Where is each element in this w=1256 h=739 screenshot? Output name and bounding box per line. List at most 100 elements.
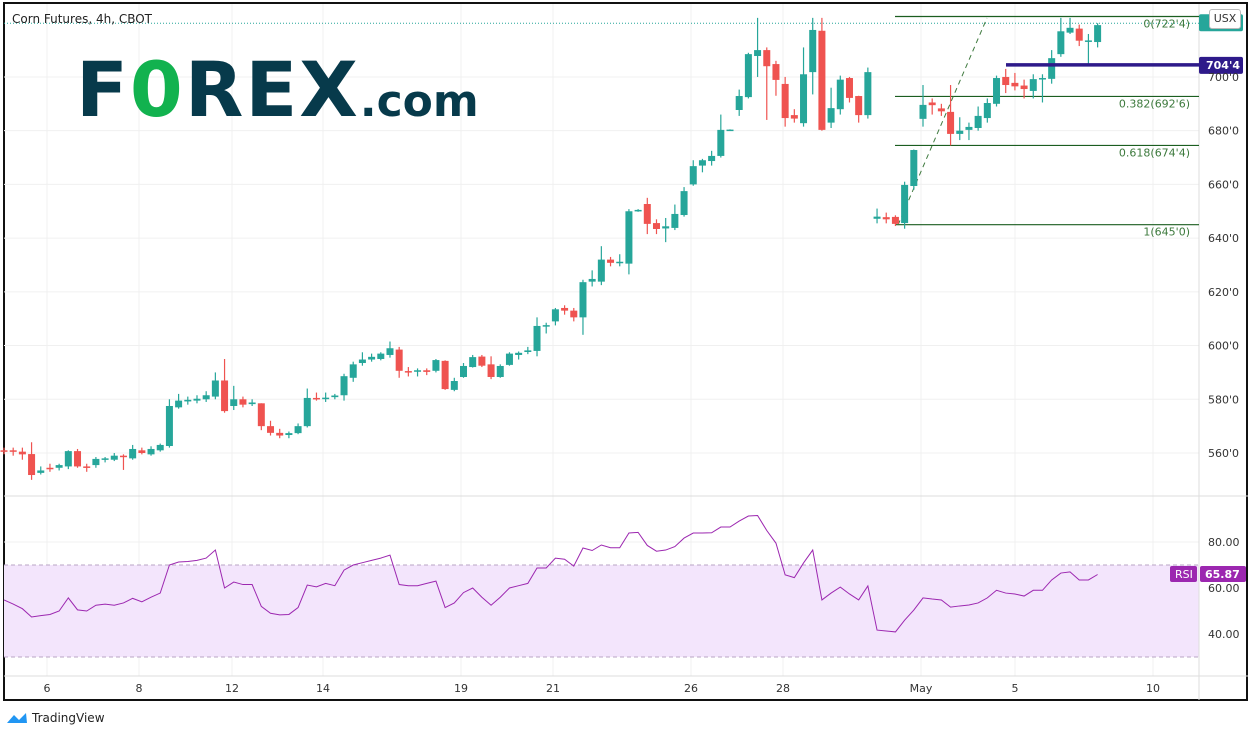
candle-up [993, 78, 1001, 104]
candle-up [469, 357, 477, 368]
candle-up [919, 104, 927, 119]
candle-down [9, 450, 17, 452]
rsi-tick-label: 60.00 [1208, 582, 1240, 595]
candle-down [83, 466, 91, 468]
rsi-line [3, 515, 1098, 633]
candle-down [0, 450, 8, 452]
tradingview-label: TradingView [32, 711, 105, 725]
candle-up [340, 376, 348, 396]
candle-up [358, 359, 366, 364]
time-tick-label: 28 [776, 682, 790, 695]
candle-up [588, 278, 596, 282]
candle-down [18, 451, 26, 455]
candle-down [855, 96, 863, 116]
candle-up [754, 50, 762, 57]
candle-up [377, 353, 385, 359]
candle-down [138, 450, 146, 453]
time-tick-label: 10 [1146, 682, 1160, 695]
rsi-band [4, 565, 1199, 657]
candle-down [818, 30, 826, 130]
candle-up [496, 365, 504, 377]
time-tick-label: 5 [1012, 682, 1019, 695]
candle-down [28, 454, 36, 476]
fib-level-label: 0.618(674'4) [1119, 146, 1190, 159]
rsi-value-box [1200, 566, 1246, 582]
currency-button[interactable]: USX [1209, 9, 1241, 29]
candle-down [257, 403, 265, 427]
candle-down [1011, 82, 1019, 87]
candle-up [1084, 40, 1092, 42]
candle-up [515, 352, 523, 355]
candle-up [165, 405, 173, 447]
rsi-tick-label: 80.00 [1208, 536, 1240, 549]
candle-up [294, 426, 302, 434]
candle-down [395, 349, 403, 371]
price-axis[interactable]: 700'0 680'0 660'0 640'0 620'0 600'0 580'0 560'0 [1208, 71, 1239, 460]
candle-down [74, 451, 82, 467]
candle-down [312, 397, 320, 400]
candle-up [414, 370, 422, 372]
candle-up [211, 380, 219, 397]
candle-up [983, 103, 991, 119]
price-tick-label: 700'0 [1208, 71, 1239, 84]
candle-up [708, 155, 716, 162]
candle-up [597, 259, 605, 282]
candle-down [119, 455, 127, 458]
candle-up [671, 213, 679, 228]
candle-up [864, 72, 872, 116]
candle-down [423, 370, 431, 372]
fibonacci-retracement[interactable]: 0(722'4) 0.382(692'6) 0.618(674'4) 1(645'0) [895, 15, 1199, 239]
tradingview-icon [7, 713, 27, 723]
price-tick-label: 600'0 [1208, 340, 1239, 353]
rsi-axis[interactable]: 80.00 60.00 40.00 [1208, 536, 1240, 641]
candle-up [432, 360, 440, 371]
candle-down [652, 223, 660, 229]
candle-up [184, 399, 192, 402]
fib-level-label: 1(645'0) [1143, 226, 1190, 239]
candle-up [616, 261, 624, 264]
candle-up [533, 325, 541, 351]
logo-part: 0 [129, 45, 185, 134]
rsi-name: RSI [1175, 568, 1193, 581]
candle-up [156, 444, 164, 451]
candle-up [1094, 25, 1102, 43]
logo-part: .com [359, 76, 479, 127]
price-tick-label: 620'0 [1208, 286, 1239, 299]
candle-down [772, 64, 780, 80]
candle-down [239, 399, 247, 405]
price-tick-label: 640'0 [1208, 232, 1239, 245]
candle-up [303, 397, 311, 427]
time-tick-label: 8 [136, 682, 143, 695]
candle-down [276, 432, 284, 436]
candle-down [781, 83, 789, 119]
candle-up [910, 150, 918, 187]
tradingview-brand[interactable]: TradingView [6, 711, 105, 725]
candle-down [561, 307, 569, 311]
candle-up [634, 209, 642, 212]
candle-up [726, 129, 734, 132]
rsi-name-box [1170, 566, 1197, 582]
fib-level-label: 0.382(692'6) [1119, 97, 1190, 110]
price-tick-label: 580'0 [1208, 393, 1239, 406]
candle-up [735, 96, 743, 110]
candle-up [836, 79, 844, 110]
time-tick-label: 14 [316, 682, 330, 695]
candle-down [46, 467, 54, 470]
candle-up [827, 108, 835, 123]
time-axis[interactable]: 6 8 12 14 19 21 26 28 May 5 10 [44, 682, 1161, 695]
candle-down [937, 108, 945, 112]
candle-up [64, 451, 72, 467]
candle-up [873, 216, 881, 219]
candle-up [662, 226, 670, 229]
candle-up [1038, 78, 1046, 80]
horizontal-level[interactable]: 704'4 [1006, 56, 1243, 74]
rsi-tick-label: 40.00 [1208, 628, 1240, 641]
candle-up [717, 129, 725, 156]
candle-up [202, 395, 210, 400]
candle-up [974, 115, 982, 128]
candle-down [221, 380, 229, 412]
candle-down [1075, 28, 1083, 41]
price-tick-label: 560'0 [1208, 447, 1239, 460]
fib-trend-line[interactable] [897, 17, 988, 226]
